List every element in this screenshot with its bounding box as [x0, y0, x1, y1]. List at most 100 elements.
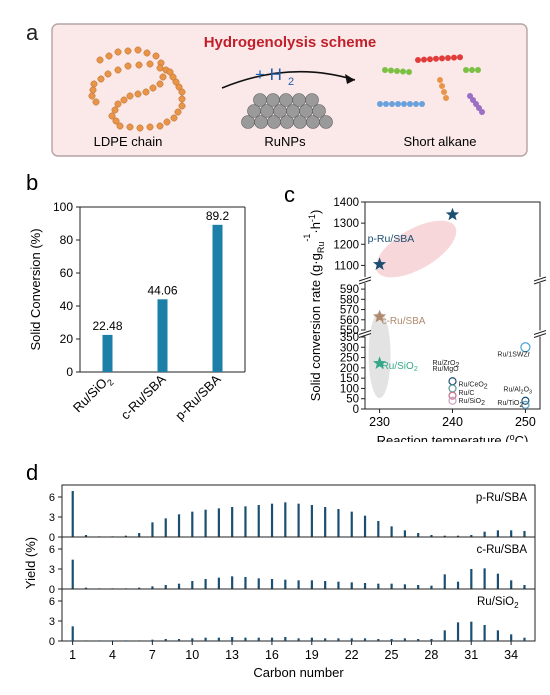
y-tick-label: 0 [353, 404, 359, 416]
y-tick-label: 300 [340, 342, 359, 354]
series-label: Ru/SiO2​ [477, 596, 519, 610]
yield-bar [231, 507, 234, 537]
yield-bar [98, 640, 101, 641]
ldpe-bead [105, 52, 113, 60]
yield-bar [284, 637, 287, 641]
yield-bar [284, 502, 287, 537]
bar [157, 299, 168, 372]
yield-bar [377, 521, 380, 537]
ldpe-bead [116, 122, 124, 130]
y-tick-label: 6 [49, 544, 55, 556]
ldpe-bead [166, 68, 174, 76]
yield-bar [257, 578, 260, 589]
x-tick-label: p-Ru/SBA [172, 371, 224, 423]
circle-marker [520, 342, 531, 353]
alkane-bead [439, 55, 445, 62]
alkane-bead [400, 68, 406, 75]
y-tick-label: 100 [340, 383, 359, 395]
yield-bar [310, 637, 313, 641]
y-tick-label: 0 [49, 584, 55, 596]
axis-break-mark [358, 276, 372, 282]
axis-break-mark [358, 279, 372, 285]
alkane-bead [433, 55, 439, 62]
low-rate-highlight [368, 312, 391, 398]
ru-nanoparticle [319, 115, 333, 129]
yield-bar [456, 622, 460, 641]
ldpe-bead [126, 92, 134, 100]
y-axis-label: Solid Conversion (%) [28, 228, 43, 350]
yield-bar [257, 505, 260, 537]
yield-bar [217, 637, 220, 641]
h2-subscript: 2 [288, 76, 294, 88]
alkane-bead [443, 95, 449, 101]
x-tick-label: 4 [109, 648, 116, 662]
circle-marker [521, 400, 530, 409]
yield-bar [177, 514, 181, 537]
yield-bar [403, 530, 406, 537]
panel-c-letter: c [284, 182, 295, 207]
alkane-bead [406, 69, 412, 75]
ldpe-bead [89, 86, 97, 94]
yield-bar [270, 579, 274, 589]
ldpe-bead [178, 95, 186, 103]
x-tick-label: 25 [385, 648, 399, 662]
yield-bar [217, 577, 220, 589]
ru-nanoparticle [312, 104, 326, 118]
alkane-bead [383, 101, 389, 107]
yield-bar [390, 639, 393, 641]
ru-al2o3-label: Ru/Al2​O3​ [503, 387, 532, 396]
alkane-bead [479, 109, 485, 115]
alkane-bead [439, 83, 445, 89]
bar-value-label: 22.48 [92, 319, 122, 333]
bar [102, 334, 113, 372]
yield-bar [297, 503, 300, 537]
yield-bar [84, 587, 88, 589]
alkane-bead [475, 67, 481, 73]
yield-bar [71, 559, 74, 589]
y-tick-label: 60 [60, 266, 74, 280]
axis-break-mark [533, 333, 547, 338]
yield-bar [363, 515, 367, 537]
axis-break-mark [533, 330, 547, 335]
ldpe-bead [159, 73, 167, 81]
ru-nanoparticle [253, 93, 267, 107]
ru-1swzr-label: Ru/1SWZr [497, 352, 530, 359]
yield-bar [470, 621, 473, 641]
yield-bar [496, 530, 499, 537]
bar-value-label: 89.2 [206, 209, 230, 223]
ldpe-bead [120, 96, 128, 104]
ldpe-bead [96, 56, 104, 64]
ldpe-bead [114, 66, 122, 74]
h2-label: + H [255, 65, 282, 84]
panel-d-letter: d [26, 460, 38, 485]
x-tick-label: 250 [515, 415, 536, 429]
scheme-title: Hydrogenolysis scheme [204, 34, 377, 51]
alkane-bead [401, 101, 407, 107]
ldpe-bead [143, 49, 151, 57]
y-tick-label: 100 [53, 200, 73, 214]
alkane-bead [395, 101, 401, 107]
y-axis-label: Yield (%) [23, 537, 38, 589]
yield-bar [510, 530, 513, 537]
ldpe-bead [172, 78, 180, 86]
y-tick-label: 200 [340, 363, 359, 375]
ldpe-bead [134, 90, 142, 98]
y-tick-label: 250 [340, 353, 359, 365]
yield-bar [443, 535, 446, 537]
star-marker [372, 309, 387, 323]
yield-bar [71, 626, 74, 641]
yield-bar [204, 509, 207, 537]
yield-bar [191, 511, 194, 537]
alkane-bead [407, 101, 413, 107]
ldpe-bead [149, 84, 157, 92]
panel-a-scheme: a Hydrogenolysis scheme LDPE chain + H 2… [26, 20, 528, 157]
y-tick-label: 590 [340, 284, 359, 296]
yield-bar [430, 639, 433, 641]
yield-bar [350, 511, 353, 537]
alkane-bead [415, 57, 421, 63]
yield-bar [417, 533, 420, 537]
ldpe-bead [170, 114, 178, 122]
ru-nanoparticle [292, 93, 306, 107]
alkane-bead [451, 54, 457, 61]
ldpe-bead [92, 98, 100, 106]
